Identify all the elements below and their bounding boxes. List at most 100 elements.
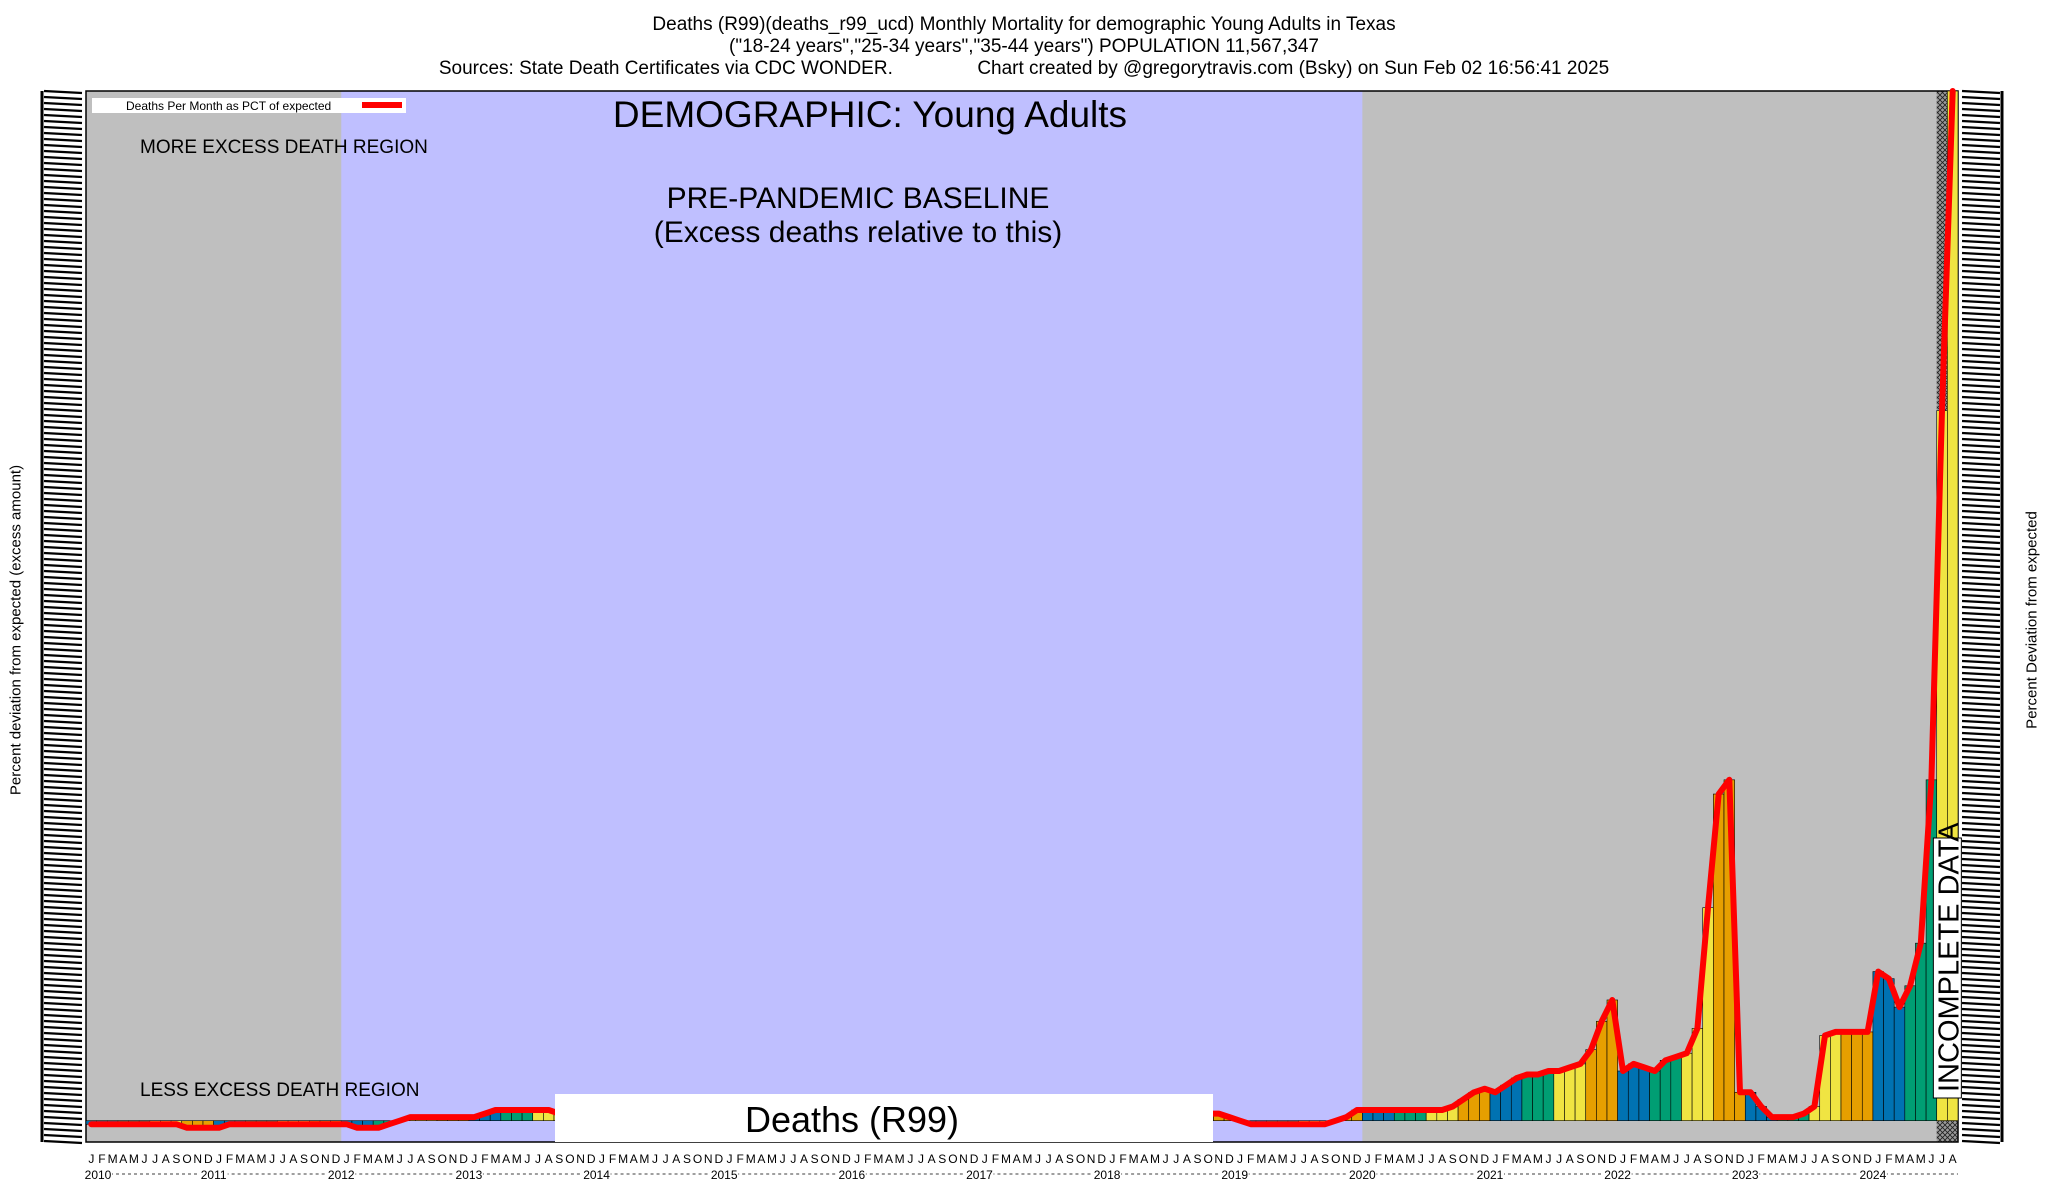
x-month-tick-label: O — [310, 1152, 319, 1166]
left-axis-tick — [43, 923, 83, 929]
left-axis-tick — [43, 761, 83, 767]
x-month-tick-label: D — [204, 1152, 213, 1166]
left-axis-tick — [43, 203, 83, 209]
right-axis-tick — [1961, 683, 2001, 689]
left-axis-tick — [43, 185, 83, 191]
left-axis-tick — [43, 1133, 83, 1139]
x-month-tick-label: J — [1492, 1152, 1498, 1166]
left-axis-tick — [43, 557, 83, 563]
right-axis-tick — [1961, 647, 2001, 653]
left-axis-tick — [43, 401, 83, 407]
x-year-tick-label: 2015 — [711, 1168, 738, 1182]
left-axis-tick — [43, 1121, 83, 1127]
right-axis-tick — [1961, 173, 2001, 179]
right-axis-tick — [1961, 743, 2001, 749]
x-month-tick-label: M — [1150, 1152, 1160, 1166]
right-axis-tick — [1961, 785, 2001, 791]
left-axis-tick — [43, 527, 83, 533]
x-month-tick-label: A — [928, 1152, 936, 1166]
right-axis-tick — [1961, 335, 2001, 341]
x-year-tick-label: 2018 — [1094, 1168, 1121, 1182]
right-axis-tick — [1961, 125, 2001, 131]
x-month-tick-label: J — [727, 1152, 733, 1166]
x-month-tick-label: S — [1321, 1152, 1329, 1166]
x-month-tick-label: D — [1480, 1152, 1489, 1166]
right-axis-tick — [1961, 1109, 2001, 1115]
right-axis-tick — [1961, 1067, 2001, 1073]
right-axis-tick — [1961, 947, 2001, 953]
left-axis-tick — [43, 305, 83, 311]
x-month-tick-label: M — [873, 1152, 883, 1166]
left-axis-tick — [43, 665, 83, 671]
x-month-tick-label: S — [811, 1152, 819, 1166]
left-axis-tick — [43, 113, 83, 119]
left-axis-tick — [43, 857, 83, 863]
right-axis-tick — [1961, 353, 2001, 359]
left-axis-tick — [43, 1055, 83, 1061]
x-month-tick-label: O — [948, 1152, 957, 1166]
incomplete-data-label: INCOMPLETE DATA — [1933, 822, 1965, 1092]
x-month-tick-label: M — [1256, 1152, 1266, 1166]
left-axis-tick — [43, 821, 83, 827]
x-month-tick-label: M — [746, 1152, 756, 1166]
left-axis-tick — [43, 371, 83, 377]
right-axis-tick — [1961, 1079, 2001, 1085]
x-month-tick-label: J — [152, 1152, 158, 1166]
right-axis-tick — [1961, 1085, 2001, 1091]
x-year-tick-label: 2022 — [1604, 1168, 1631, 1182]
x-month-tick-label: A — [1268, 1152, 1276, 1166]
right-axis-tick — [1961, 509, 2001, 515]
right-axis-tick — [1961, 623, 2001, 629]
right-axis-tick — [1961, 605, 2001, 611]
left-axis-tick — [43, 293, 83, 299]
x-year-tick-label: 2019 — [1221, 1168, 1248, 1182]
x-month-tick-label: J — [1163, 1152, 1169, 1166]
x-month-tick-label: A — [1523, 1152, 1531, 1166]
right-axis-tick — [1961, 827, 2001, 833]
right-axis-tick — [1961, 941, 2001, 947]
left-axis-tick — [43, 545, 83, 551]
data-bar — [1510, 1077, 1523, 1121]
left-axis-tick — [43, 101, 83, 107]
left-axis-tick — [43, 911, 83, 917]
left-axis-tick — [43, 749, 83, 755]
right-axis-tick — [1961, 263, 2001, 269]
x-month-tick-label: S — [1832, 1152, 1840, 1166]
right-axis-tick — [1961, 287, 2001, 293]
right-axis-tick — [1961, 767, 2001, 773]
right-axis-tick — [1961, 695, 2001, 701]
year-label-bg — [84, 1168, 112, 1181]
right-axis-tick — [1961, 107, 2001, 113]
left-axis-tick — [43, 617, 83, 623]
year-label-bg — [1731, 1168, 1760, 1181]
x-month-tick-label: O — [1459, 1152, 1468, 1166]
right-axis-tick — [1961, 113, 2001, 119]
x-month-tick-label: A — [1310, 1152, 1318, 1166]
left-axis-tick — [43, 1079, 83, 1085]
left-axis-tick — [43, 143, 83, 149]
left-axis-tick — [43, 263, 83, 269]
x-month-tick-label: D — [587, 1152, 596, 1166]
data-bar — [1670, 1056, 1682, 1121]
x-month-tick-label: J — [780, 1152, 786, 1166]
right-axis-tick — [1961, 371, 2001, 377]
right-axis-tick — [1961, 401, 2001, 407]
right-axis-tick — [1961, 995, 2001, 1001]
x-month-tick-label: F — [1758, 1152, 1765, 1166]
right-axis-tick — [1961, 149, 2001, 155]
left-axis-tick — [43, 449, 83, 455]
right-axis-tick — [1961, 425, 2001, 431]
year-label-bg — [199, 1168, 228, 1181]
left-axis-tick — [43, 533, 83, 539]
right-axis-tick — [1961, 989, 2001, 995]
right-axis-tick — [1961, 227, 2001, 233]
x-month-tick-label: J — [663, 1152, 669, 1166]
x-month-tick-label: J — [1301, 1152, 1307, 1166]
left-axis-tick — [43, 287, 83, 293]
left-axis-tick — [43, 995, 83, 1001]
right-axis-tick — [1961, 341, 2001, 347]
x-month-tick-label: F — [1375, 1152, 1382, 1166]
year-label-bg — [1476, 1168, 1504, 1181]
x-month-tick-label: O — [1842, 1152, 1851, 1166]
x-month-tick-label: S — [1066, 1152, 1074, 1166]
